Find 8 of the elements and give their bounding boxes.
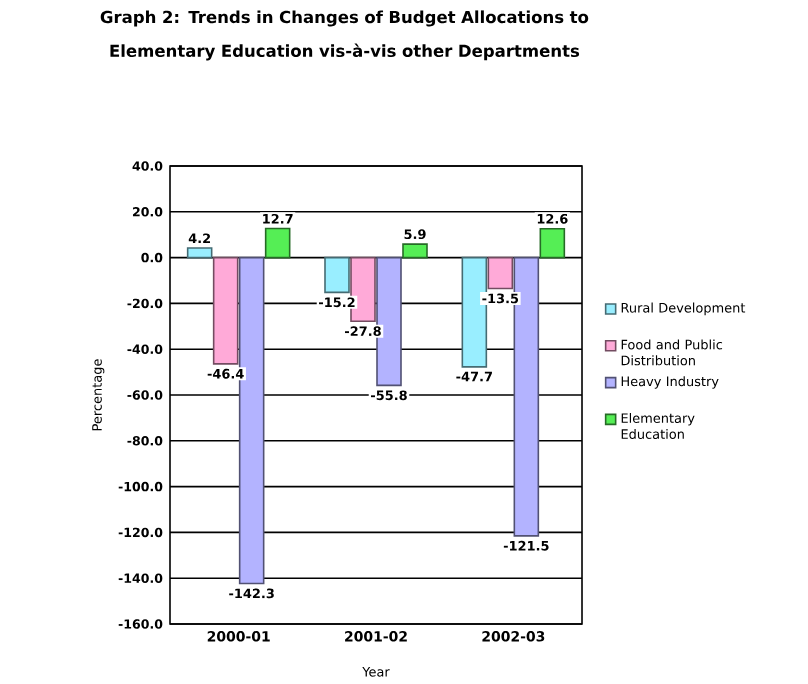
bar (487, 256, 514, 290)
bar (212, 256, 239, 365)
bar (264, 227, 291, 259)
bar (539, 227, 566, 259)
bar (324, 256, 350, 294)
chart-title: Graph 2: Trends in Changes of Budget Allocations to Elementary Education vis-à-vis other Departments (100, 10, 589, 61)
bar (402, 243, 428, 259)
bar (186, 247, 213, 259)
